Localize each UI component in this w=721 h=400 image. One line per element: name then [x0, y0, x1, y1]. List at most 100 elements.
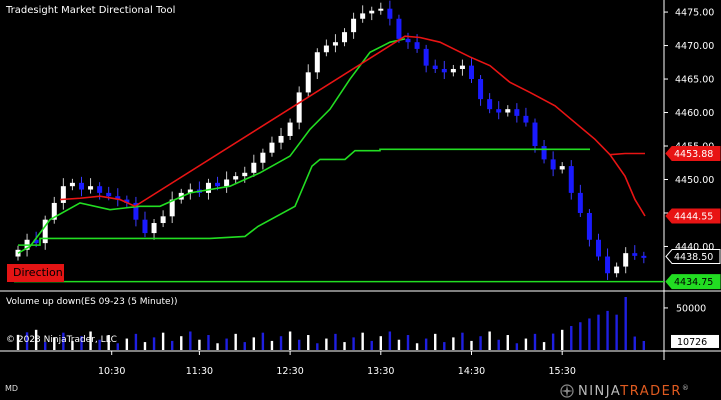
- price-tick-label: 4470.00: [675, 41, 714, 52]
- price-tag: [665, 146, 721, 162]
- candle-body: [541, 146, 547, 160]
- direction-badge: Direction: [7, 264, 64, 282]
- price-tag-label: 4438.50: [674, 252, 713, 263]
- volume-bar: [80, 336, 83, 350]
- trailing-green-line: [17, 38, 406, 254]
- ninjatrader-logo: NINJATRADER®: [560, 383, 690, 399]
- candle-body: [450, 68, 456, 73]
- volume-bar: [470, 340, 473, 350]
- volume-bar: [207, 335, 210, 350]
- status-text: MD: [5, 384, 19, 393]
- resistance-line-2: [609, 154, 646, 217]
- volume-bar: [34, 329, 38, 350]
- candle-body: [423, 48, 429, 66]
- candle-body: [187, 189, 193, 193]
- volume-bar: [388, 331, 392, 350]
- volume-bar: [270, 340, 274, 350]
- volume-bar: [533, 333, 537, 350]
- candle-body: [260, 152, 266, 163]
- volume-bar: [624, 297, 627, 350]
- volume-current-label: 10726: [677, 337, 707, 348]
- volume-bar: [62, 332, 65, 350]
- volume-panel-title: Volume up down(ES 09-23 (5 Minute)): [6, 297, 178, 307]
- candle-body: [269, 142, 275, 153]
- candle-body: [33, 239, 39, 244]
- time-tick-label: 15:30: [549, 366, 576, 377]
- volume-bar: [316, 343, 319, 350]
- volume-bar: [234, 333, 237, 350]
- volume-bar: [89, 331, 92, 350]
- brand-suffix: TRADER: [620, 383, 682, 399]
- candle-body: [106, 192, 112, 197]
- candle-body: [614, 266, 620, 274]
- candle-body: [287, 122, 293, 136]
- price-tick-label: 4465.00: [675, 75, 714, 86]
- volume-bar: [615, 314, 618, 350]
- resistance-line: [59, 35, 645, 208]
- volume-bar: [524, 338, 528, 350]
- volume-bar: [488, 331, 491, 350]
- candle-body: [60, 186, 66, 203]
- volume-bar: [561, 329, 564, 350]
- candle-body: [323, 45, 329, 53]
- stepped-support-line: [18, 148, 590, 246]
- price-tick-label: 4440.00: [675, 242, 714, 253]
- candle-body: [169, 199, 175, 217]
- candle-body: [478, 79, 484, 100]
- candle-body: [305, 72, 311, 93]
- time-tick-label: 10:30: [98, 366, 125, 377]
- price-tag-label: 4453.88: [674, 149, 713, 160]
- volume-bar: [279, 336, 283, 350]
- volume-bar: [125, 338, 129, 350]
- volume-bar: [633, 336, 636, 350]
- volume-bar: [325, 338, 328, 350]
- volume-bar: [216, 343, 219, 350]
- candle-body: [369, 10, 375, 14]
- volume-bar: [134, 333, 138, 350]
- candle-body: [42, 219, 48, 244]
- candle-body: [405, 38, 411, 43]
- volume-bar: [243, 342, 246, 350]
- candle-body: [278, 135, 284, 143]
- candle-body: [387, 8, 393, 19]
- candle-body: [496, 109, 502, 113]
- candle-body: [88, 186, 94, 190]
- volume-bar: [307, 335, 310, 350]
- candle-body: [378, 8, 384, 11]
- candle-body: [568, 166, 574, 193]
- candle-body: [469, 65, 474, 80]
- volume-tick-label: 50000: [676, 303, 706, 314]
- candle-body: [577, 192, 583, 213]
- volume-bar: [461, 332, 464, 350]
- candle-body: [115, 196, 121, 200]
- price-tag-label: 4444.55: [674, 211, 713, 222]
- volume-bar: [71, 340, 74, 350]
- candle-body: [78, 182, 84, 190]
- volume-bar: [189, 331, 192, 350]
- candle-body: [632, 253, 638, 256]
- candle-body: [595, 239, 601, 257]
- candle-body: [432, 65, 438, 69]
- volume-bar: [180, 336, 183, 350]
- price-tag: [665, 249, 721, 265]
- volume-bar: [588, 318, 591, 350]
- candle-body: [459, 65, 465, 69]
- candle-body: [332, 42, 338, 46]
- candle-body: [224, 179, 230, 187]
- volume-bar: [352, 337, 355, 350]
- volume-bar: [415, 343, 419, 350]
- candle-body: [142, 219, 148, 234]
- candle-body: [251, 162, 257, 173]
- volume-bars-group: [16, 297, 646, 350]
- volume-bar: [25, 332, 29, 350]
- candle-body: [124, 199, 130, 203]
- volume-bar: [424, 338, 428, 350]
- volume-bar: [642, 340, 646, 350]
- volume-current-tag: [671, 334, 719, 348]
- candle-body: [296, 92, 302, 123]
- candle-body: [51, 202, 57, 220]
- volume-bar: [297, 339, 301, 350]
- ninja-star-icon: [560, 384, 574, 398]
